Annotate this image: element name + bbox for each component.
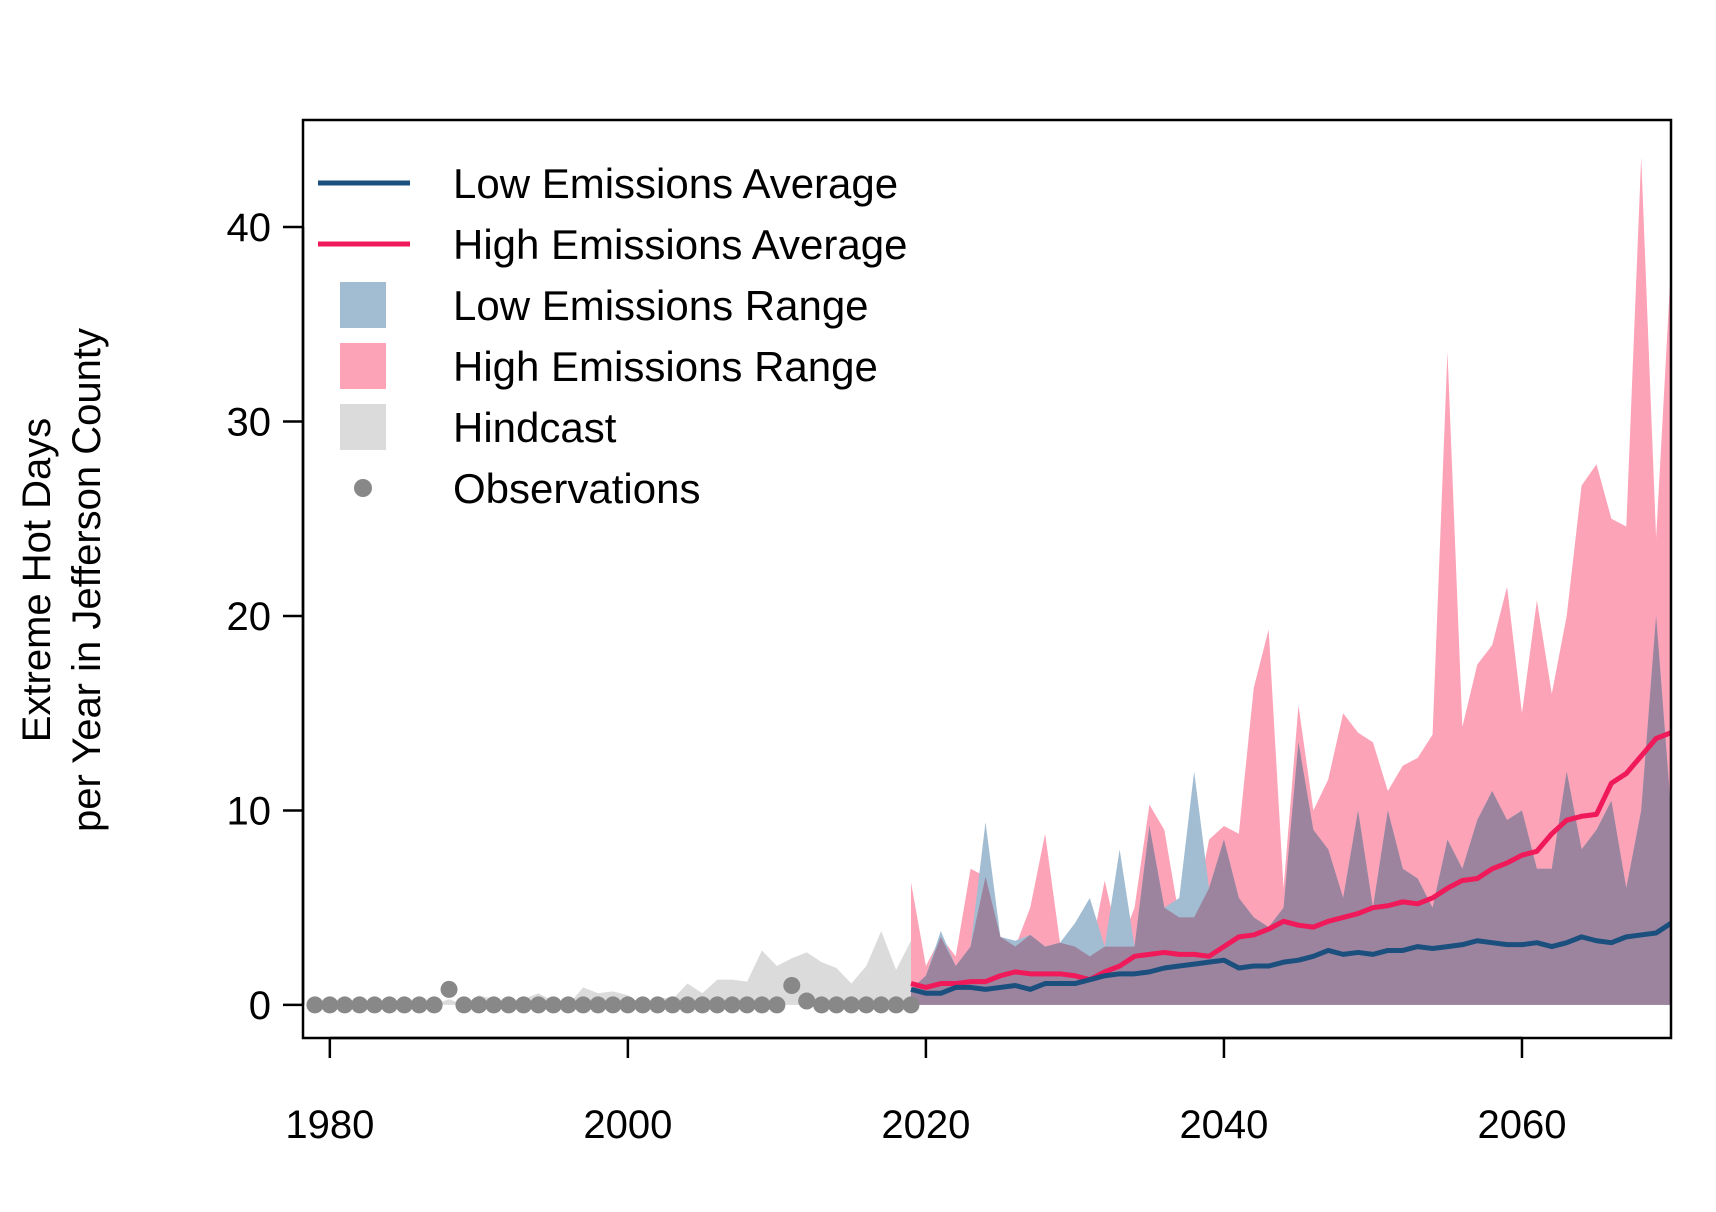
- x-axis: 1980 2000 2020 2040 2060: [285, 1036, 1566, 1147]
- observation-point: [485, 996, 503, 1014]
- observation-point: [827, 996, 845, 1014]
- observation-point: [604, 996, 622, 1014]
- y-axis: 0 10 20 30 40: [227, 206, 305, 1028]
- y-tick-label: 20: [227, 595, 272, 639]
- observation-point: [470, 996, 488, 1014]
- observation-point: [306, 996, 324, 1014]
- legend-label: Observations: [453, 465, 700, 512]
- y-axis-title-line-2: per Year in Jefferson County: [65, 328, 109, 832]
- observation-point: [634, 996, 652, 1014]
- observation-point: [440, 980, 458, 998]
- observation-point: [425, 996, 443, 1014]
- y-tick-label: 10: [227, 789, 272, 833]
- hindcast-area: [314, 931, 911, 1005]
- x-tick-label: 1980: [285, 1103, 374, 1147]
- observation-point: [529, 996, 547, 1014]
- legend-label: Low Emissions Average: [453, 160, 898, 207]
- high-emissions-average-line: [910, 730, 1671, 990]
- observation-point: [559, 996, 577, 1014]
- legend-box-swatch: [340, 343, 386, 389]
- y-tick-label: 30: [227, 400, 272, 444]
- observation-point: [336, 996, 354, 1014]
- x-tick-label: 2000: [583, 1103, 672, 1147]
- range-overlap-area: [911, 615, 1671, 1005]
- observation-point: [813, 996, 831, 1014]
- x-tick-label: 2040: [1179, 1103, 1268, 1147]
- legend-item: High Emissions Range: [340, 343, 878, 390]
- high-emissions-range-area: [911, 156, 1671, 1005]
- observation-point: [544, 996, 562, 1014]
- observation-point: [783, 976, 801, 994]
- legend: Low Emissions Average High Emissions Aver…: [318, 160, 907, 512]
- observation-point: [723, 996, 741, 1014]
- legend-label: Hindcast: [453, 404, 617, 451]
- observation-point: [515, 996, 533, 1014]
- y-tick-label: 40: [227, 206, 272, 250]
- observation-point: [351, 996, 369, 1014]
- legend-point-swatch: [354, 479, 372, 497]
- y-axis-title: Extreme Hot Days per Year in Jefferson C…: [15, 328, 109, 832]
- legend-item: Low Emissions Average: [318, 160, 898, 207]
- observation-point: [768, 996, 786, 1014]
- legend-box-swatch: [340, 282, 386, 328]
- legend-label: High Emissions Range: [453, 343, 878, 390]
- legend-item: Observations: [354, 465, 700, 512]
- legend-item: Hindcast: [340, 404, 617, 451]
- observation-point: [664, 996, 682, 1014]
- observation-point: [693, 996, 711, 1014]
- legend-item: Low Emissions Range: [340, 282, 869, 329]
- x-tick-label: 2060: [1477, 1103, 1566, 1147]
- y-tick-label: 0: [249, 984, 271, 1028]
- legend-label: Low Emissions Range: [453, 282, 869, 329]
- observation-point: [380, 996, 398, 1014]
- observation-point: [589, 996, 607, 1014]
- observation-point: [649, 996, 667, 1014]
- observation-point: [872, 996, 890, 1014]
- observation-point: [708, 996, 726, 1014]
- observation-point: [321, 996, 339, 1014]
- observation-point: [455, 996, 473, 1014]
- observation-point: [798, 992, 816, 1010]
- observation-point: [738, 996, 756, 1014]
- legend-item: High Emissions Average: [318, 221, 907, 268]
- legend-label: High Emissions Average: [453, 221, 907, 268]
- legend-box-swatch: [340, 404, 386, 450]
- observation-point: [574, 996, 592, 1014]
- observation-point: [500, 996, 518, 1014]
- observation-point: [366, 996, 384, 1014]
- y-axis-title-line-1: Extreme Hot Days: [15, 418, 59, 743]
- observation-point: [678, 996, 696, 1014]
- observation-point: [395, 996, 413, 1014]
- x-tick-label: 2020: [881, 1103, 970, 1147]
- data-layer: [306, 156, 1671, 1014]
- low-emissions-average-line: [910, 921, 1671, 996]
- observation-point: [902, 996, 920, 1014]
- observation-point: [887, 996, 905, 1014]
- observation-point: [842, 996, 860, 1014]
- observation-point: [410, 996, 428, 1014]
- observation-point: [753, 996, 771, 1014]
- observation-point: [619, 996, 637, 1014]
- observation-point: [857, 996, 875, 1014]
